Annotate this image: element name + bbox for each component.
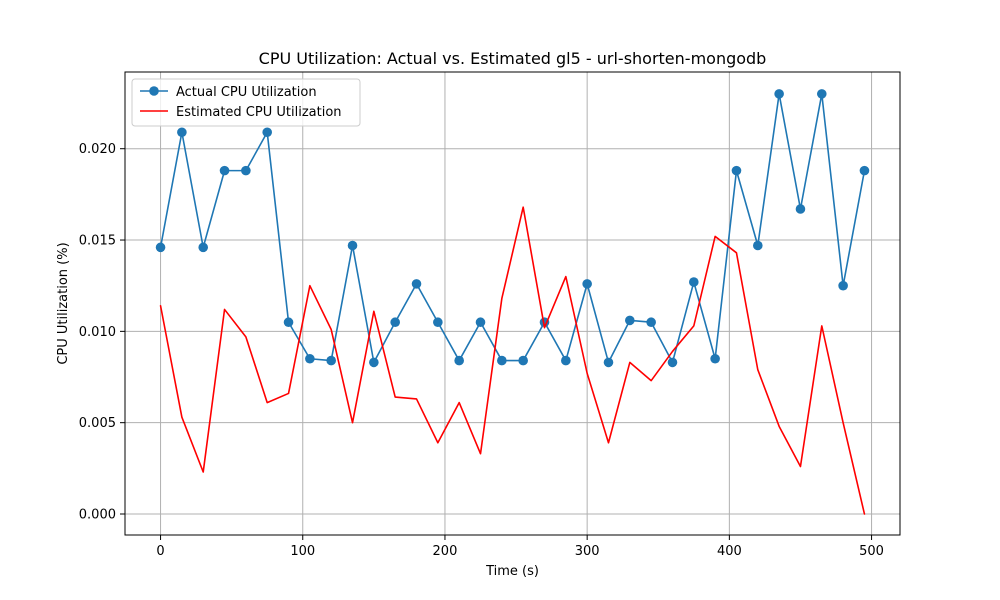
y-tick-label: 0.020 <box>79 142 116 157</box>
actual-data-point <box>561 355 571 366</box>
actual-data-point <box>454 355 464 366</box>
y-tick-label: 0.005 <box>79 416 116 431</box>
y-tick-label: 0.000 <box>79 507 116 522</box>
series-actual <box>155 89 870 368</box>
actual-data-point <box>347 240 358 251</box>
actual-data-point <box>411 279 422 289</box>
actual-data-point <box>859 165 870 176</box>
legend: Actual CPU Utilization Estimated CPU Uti… <box>131 78 361 127</box>
actual-data-point <box>390 317 400 328</box>
plot-frame <box>124 71 901 536</box>
x-tick-label: 100 <box>290 544 315 559</box>
x-tick-label: 200 <box>433 544 458 559</box>
y-tick-label: 0.010 <box>79 325 116 340</box>
actual-data-point <box>752 240 763 251</box>
actual-data-point <box>582 279 592 289</box>
actual-data-point <box>816 89 827 99</box>
x-axis-label: Time (s) <box>485 564 539 579</box>
legend-box <box>131 78 361 127</box>
actual-data-point <box>667 357 678 368</box>
actual-data-point <box>795 204 806 214</box>
actual-data-point <box>774 89 784 99</box>
actual-data-point <box>539 317 550 328</box>
plot-background <box>125 72 900 535</box>
y-tick-label: 0.015 <box>79 234 116 249</box>
actual-data-point <box>838 280 848 291</box>
legend-estimated-label: Estimated CPU Utilization <box>176 105 342 120</box>
actual-data-point <box>433 317 443 328</box>
actual-data-point <box>497 355 507 366</box>
actual-data-point <box>710 353 720 364</box>
series-estimated <box>159 206 866 515</box>
plot-area <box>125 72 900 535</box>
actual-data-point <box>326 355 336 366</box>
estimated-series-line <box>159 206 866 515</box>
actual-data-point <box>198 242 209 253</box>
actual-data-point <box>241 165 251 176</box>
actual-data-point <box>603 357 614 368</box>
x-tick-label: 300 <box>575 544 600 559</box>
series-layer <box>155 89 870 515</box>
actual-data-point <box>731 165 742 176</box>
x-tick-label: 500 <box>859 544 884 559</box>
actual-data-point <box>646 317 656 328</box>
actual-data-point <box>262 127 273 138</box>
x-tick-label: 0 <box>156 544 164 559</box>
actual-data-point <box>625 315 635 326</box>
actual-data-point <box>305 353 315 364</box>
chart-title: CPU Utilization: Actual vs. Estimated gl… <box>259 49 767 68</box>
actual-data-point <box>155 242 166 253</box>
axes: 0 100 200 300 400 500 0.000 0.005 0.010 0.015 0.02… <box>79 71 901 559</box>
y-axis-label: CPU Utilization (%) <box>56 242 71 364</box>
actual-data-point <box>475 317 486 328</box>
x-tick-label: 400 <box>717 544 742 559</box>
actual-data-point <box>283 317 294 328</box>
actual-series-line <box>159 93 866 364</box>
actual-data-point <box>518 355 528 366</box>
actual-data-point <box>369 357 379 368</box>
actual-data-point <box>177 127 187 138</box>
actual-data-point <box>689 277 699 287</box>
legend-actual-label: Actual CPU Utilization <box>176 85 317 100</box>
actual-data-point <box>219 165 230 176</box>
legend-actual-marker <box>149 86 159 96</box>
